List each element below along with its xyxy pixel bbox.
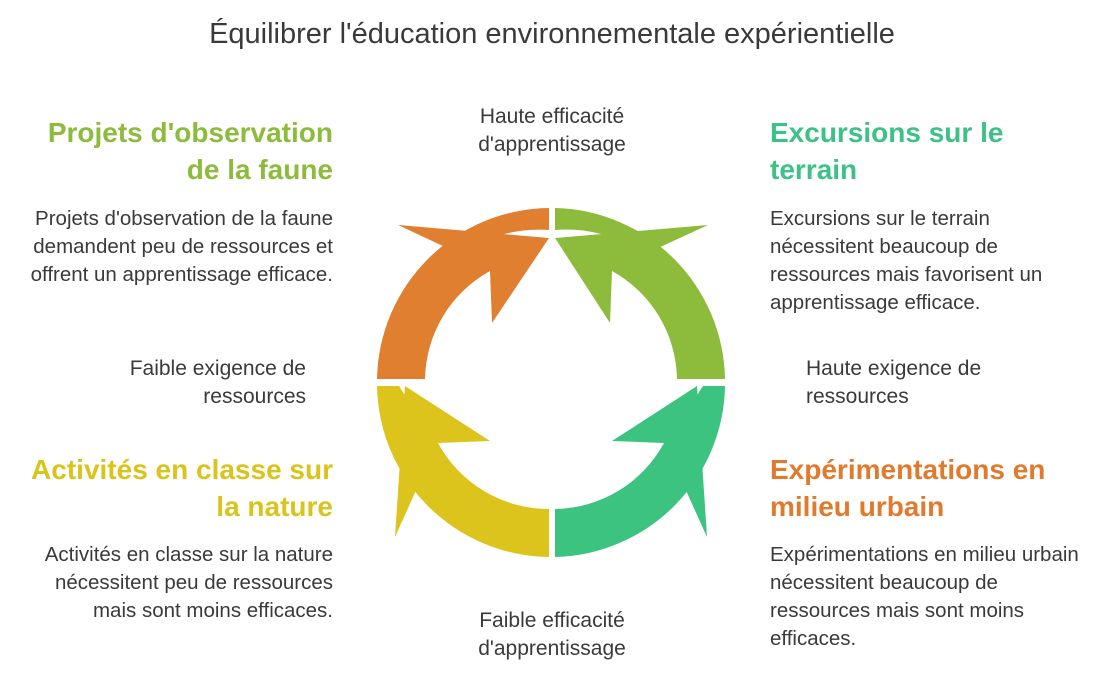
quadrant-title-bottom-right: Expérimentations en milieu urbain [770,454,1046,522]
axis-label-top: Haute efficacité d'apprentissage [478,105,626,156]
quadrant-desc-bottom-left: Activités en classe sur la nature nécess… [44,543,333,622]
quadrant-desc-top-left: Projets d'observation de la faune demand… [30,207,333,286]
cycle-segment-top-right [555,208,725,379]
quadrant-title-top-right: Excursions sur le terrain [770,117,1004,185]
cycle-segment-top-left [377,208,549,379]
diagram-title: Équilibrer l'éducation environnementale … [209,18,895,50]
quadrant-desc-top-right: Excursions sur le terrain nécessitent be… [770,207,1043,314]
cycle-segment-bottom-left [377,386,549,557]
axis-label-bottom: Faible efficacité d'apprentissage [478,609,626,660]
quadrant-title-bottom-left: Activités en classe sur la nature [31,454,333,522]
axis-label-left: Faible exigence de ressources [129,357,306,408]
quadrant-desc-bottom-right: Expérimentations en milieu urbain nécess… [770,543,1079,650]
axis-label-right: Haute exigence de ressources [806,357,982,408]
quadrant-title-top-left: Projets d'observation de la faune [47,117,333,185]
cycle-segment-bottom-right [555,386,725,557]
